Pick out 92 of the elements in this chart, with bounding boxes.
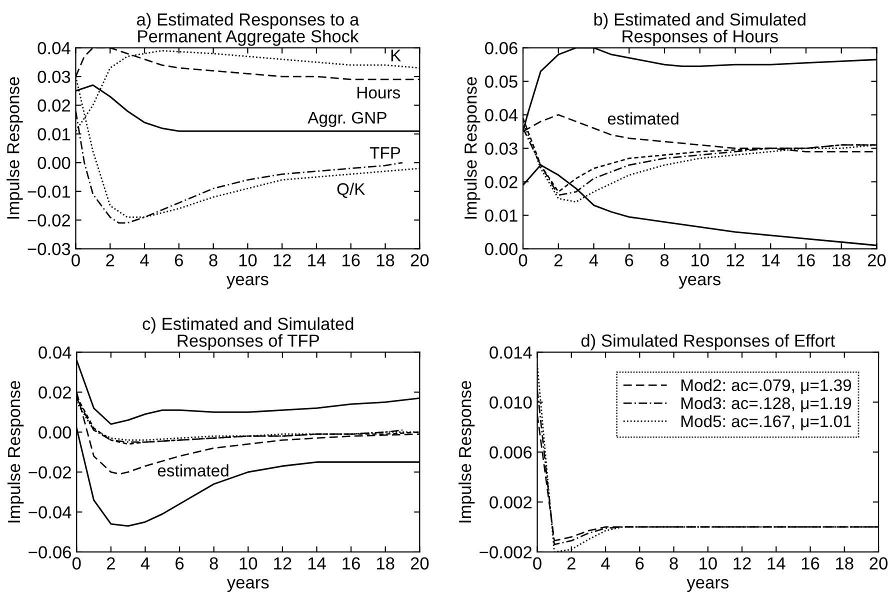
x-tick-label: 0 — [72, 254, 80, 266]
chart-title: a) Estimated Responses to a Permanent Aggregate Shock — [136, 12, 360, 46]
annotation: Hours — [358, 86, 400, 99]
y-tick-label: 0.01 — [38, 128, 70, 140]
x-tick-label: 8 — [660, 254, 669, 266]
x-tick-label: 18 — [833, 254, 850, 266]
x-tick-label: 12 — [726, 254, 744, 266]
annotation: K — [391, 50, 401, 62]
y-tick-label: 0.06 — [485, 42, 518, 54]
y-tick-label: 0.00 — [38, 156, 70, 170]
x-tick-label: 2 — [106, 557, 115, 570]
chart-title: c) Estimated and Simulated Responses of TFP — [142, 317, 354, 350]
y-tick-label: −0.02 — [28, 214, 70, 227]
x-tick-label: 12 — [734, 557, 751, 570]
y-tick-label: 0.00 — [38, 426, 72, 439]
x-tick-label: 18 — [376, 254, 394, 266]
y-tick-label: 0.03 — [38, 70, 70, 84]
y-axis-title: Impulse Response — [458, 380, 475, 522]
chart-title: b) Estimated and Simulated Responses of Hours — [594, 12, 806, 46]
y-axis-title: Impulse Response — [464, 77, 480, 219]
x-tick-label: 0 — [72, 557, 81, 570]
x-tick-label: 16 — [342, 557, 360, 570]
x-tick-label: 4 — [140, 557, 150, 570]
x-tick-label: 14 — [308, 557, 326, 570]
y-tick-label: 0.02 — [38, 386, 71, 399]
y-tick-label: 0.01 — [485, 209, 518, 222]
y-tick-label: 0.04 — [38, 42, 70, 54]
annotation: Q/K — [337, 182, 366, 198]
x-tick-label: 14 — [762, 254, 780, 266]
annotation: Aggr. GNP — [308, 112, 386, 127]
y-tick-label: 0.05 — [485, 75, 518, 88]
x-tick-label: 2 — [567, 557, 576, 570]
annotation: estimated — [608, 112, 678, 125]
y-tick-label: 0.02 — [38, 99, 70, 112]
x-tick-label: 6 — [625, 254, 634, 266]
x-tick-label: 16 — [342, 254, 360, 266]
legend-label: Mod2: ac=.079, μ=1.39 — [681, 378, 852, 394]
y-tick-label: 0.006 — [490, 446, 532, 459]
x-tick-label: 6 — [176, 557, 184, 570]
y-tick-label: 0.02 — [485, 176, 518, 188]
x-axis-title: years — [226, 276, 268, 289]
x-tick-label: 4 — [601, 557, 610, 570]
x-tick-label: 16 — [802, 557, 820, 570]
y-tick-label: 0.03 — [485, 142, 518, 155]
x-tick-label: 8 — [210, 557, 218, 570]
x-axis-title: years — [226, 579, 269, 592]
x-tick-label: 20 — [868, 254, 886, 266]
x-tick-label: 12 — [274, 557, 292, 570]
x-tick-label: 10 — [700, 557, 717, 570]
y-tick-label: −0.03 — [28, 242, 70, 256]
x-tick-label: 18 — [836, 557, 854, 570]
x-tick-label: 18 — [377, 557, 394, 570]
chart-title: d) Simulated Responses of Effort — [581, 334, 836, 350]
annotation: estimated — [158, 464, 228, 477]
x-tick-label: 14 — [768, 557, 786, 570]
y-tick-label: −0.06 — [28, 546, 72, 558]
x-tick-label: 6 — [636, 557, 644, 570]
legend-label: Mod3: ac=.128, μ=1.19 — [681, 396, 852, 412]
y-tick-label: 0.04 — [485, 108, 518, 122]
annotation: TFP — [370, 147, 400, 159]
x-tick-label: 10 — [240, 557, 258, 570]
y-tick-label: −0.002 — [480, 546, 532, 558]
x-tick-label: 8 — [209, 254, 218, 266]
x-tick-label: 20 — [870, 557, 888, 570]
x-tick-label: 20 — [410, 557, 429, 570]
x-tick-label: 0 — [518, 254, 528, 266]
y-tick-label: 0.00 — [485, 242, 518, 256]
x-tick-label: 6 — [174, 254, 183, 266]
y-tick-label: 0.014 — [490, 346, 532, 359]
x-tick-label: 4 — [589, 254, 598, 266]
x-tick-label: 16 — [798, 254, 815, 266]
x-tick-label: 2 — [106, 254, 114, 266]
y-tick-label: 0.04 — [38, 346, 72, 359]
x-tick-label: 10 — [692, 254, 709, 266]
x-tick-label: 10 — [239, 254, 257, 266]
x-tick-label: 12 — [274, 254, 291, 266]
y-tick-label: −0.02 — [28, 466, 71, 479]
x-tick-label: 4 — [140, 254, 149, 266]
y-axis-title: Impulse Response — [6, 77, 23, 219]
y-tick-label: 0.010 — [490, 396, 532, 409]
x-tick-label: 2 — [554, 254, 562, 266]
y-tick-label: 0.002 — [490, 496, 532, 508]
x-tick-label: 14 — [308, 254, 326, 266]
x-tick-label: 0 — [533, 557, 542, 570]
y-axis-title: Impulse Response — [7, 380, 24, 522]
x-axis-title: years — [686, 579, 728, 592]
y-tick-label: −0.04 — [28, 506, 72, 518]
y-tick-label: −0.01 — [28, 186, 70, 198]
legend-label: Mod5: ac=.167, μ=1.01 — [681, 414, 852, 430]
x-tick-label: 8 — [670, 557, 678, 570]
x-axis-title: years — [678, 276, 720, 289]
x-tick-label: 20 — [410, 254, 429, 266]
